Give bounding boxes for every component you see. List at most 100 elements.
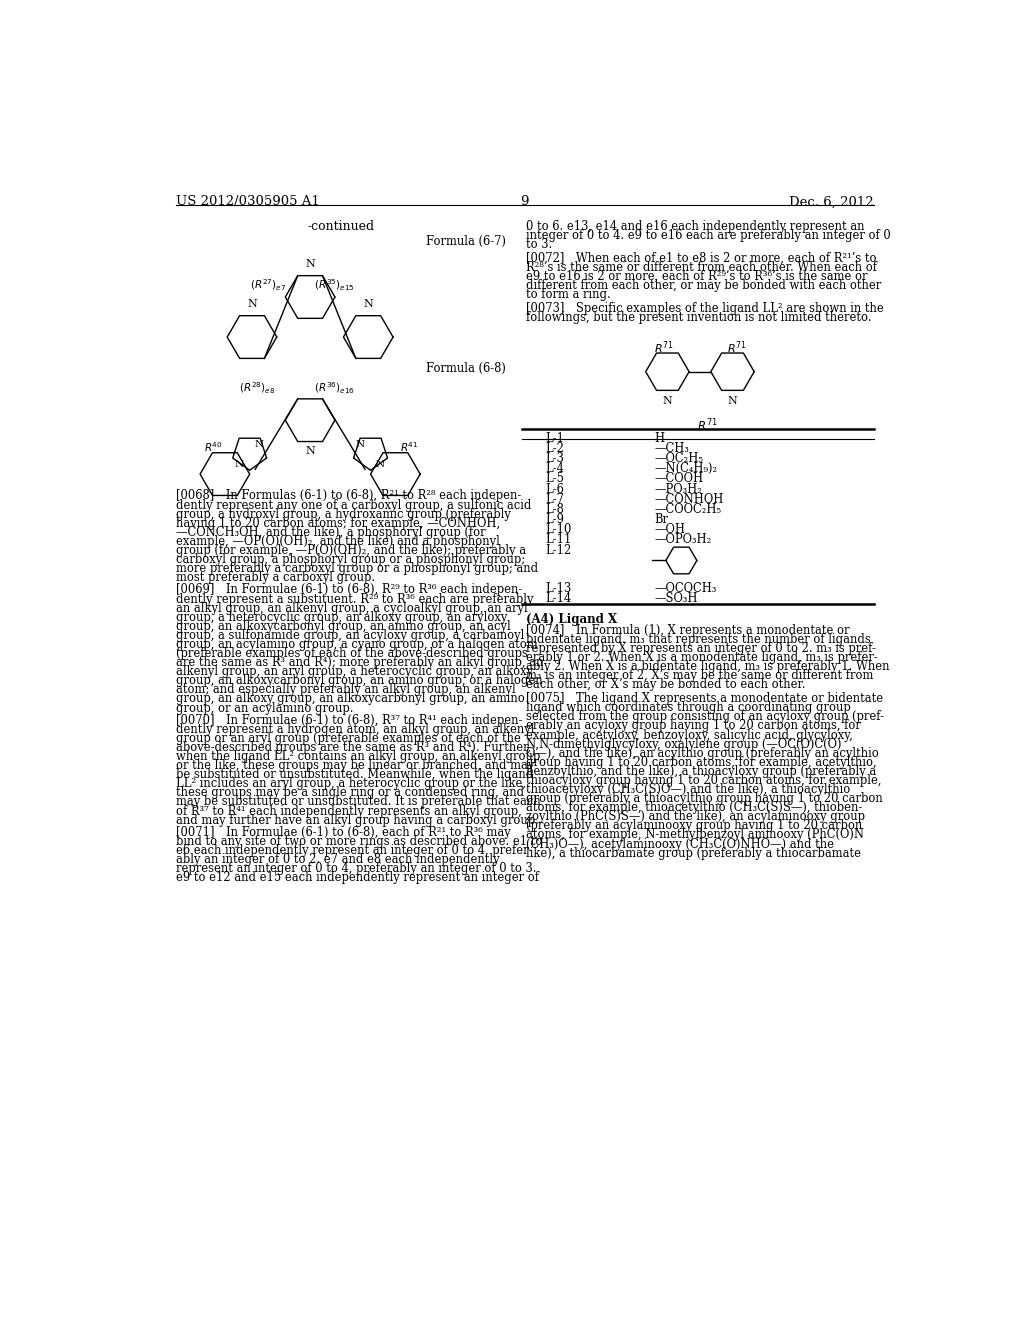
Text: like), a thiocarbamate group (preferably a thiocarbamate: like), a thiocarbamate group (preferably… bbox=[526, 846, 861, 859]
Text: $R^{71}$: $R^{71}$ bbox=[653, 339, 674, 356]
Text: group, an alkoxycarbonyl group, an amino group, an acyl: group, an alkoxycarbonyl group, an amino… bbox=[176, 620, 511, 632]
Text: L-1: L-1 bbox=[546, 432, 564, 445]
Text: L-2: L-2 bbox=[546, 442, 564, 455]
Text: may be substituted or unsubstituted. It is preferable that each: may be substituted or unsubstituted. It … bbox=[176, 796, 541, 808]
Text: L-14: L-14 bbox=[546, 593, 572, 605]
Text: N: N bbox=[375, 459, 384, 469]
Text: be substituted or unsubstituted. Meanwhile, when the ligand: be substituted or unsubstituted. Meanwhi… bbox=[176, 768, 534, 781]
Text: dently represent a substituent. R²⁹ to R³⁶ each are preferably: dently represent a substituent. R²⁹ to R… bbox=[176, 593, 534, 606]
Text: -continued: -continued bbox=[307, 220, 375, 234]
Text: —COOH: —COOH bbox=[654, 473, 703, 486]
Text: N: N bbox=[234, 459, 244, 469]
Text: to form a ring.: to form a ring. bbox=[526, 288, 611, 301]
Text: ably 2. When X is a bidentate ligand, m₃ is preferably 1. When: ably 2. When X is a bidentate ligand, m₃… bbox=[526, 660, 890, 673]
Text: —PO₃H₂: —PO₃H₂ bbox=[654, 483, 702, 495]
Text: group having 1 to 20 carbon atoms, for example, acetylthio,: group having 1 to 20 carbon atoms, for e… bbox=[526, 756, 877, 768]
Text: L-8: L-8 bbox=[546, 503, 564, 516]
Text: $(R^{28})_{e8}$: $(R^{28})_{e8}$ bbox=[239, 380, 275, 396]
Text: group, or an acylamino group.: group, or an acylamino group. bbox=[176, 701, 353, 714]
Text: of R³⁷ to R⁴¹ each independently represents an alkyl group,: of R³⁷ to R⁴¹ each independently represe… bbox=[176, 805, 522, 817]
Text: represented by X represents an integer of 0 to 2. m₃ is pref-: represented by X represents an integer o… bbox=[526, 642, 877, 655]
Text: —OC₂H₅: —OC₂H₅ bbox=[654, 451, 703, 465]
Text: zoylthio (PhC(S)S—) and the like), an acylaminooxy group: zoylthio (PhC(S)S—) and the like), an ac… bbox=[526, 810, 865, 824]
Text: ably an integer of 0 to 2. e7 and e8 each independently: ably an integer of 0 to 2. e7 and e8 eac… bbox=[176, 853, 500, 866]
Text: L-5: L-5 bbox=[546, 473, 564, 486]
Text: above-described groups are the same as R³ and R⁴). Further,: above-described groups are the same as R… bbox=[176, 741, 531, 754]
Text: or the like, these groups may be linear or branched, and may: or the like, these groups may be linear … bbox=[176, 759, 535, 772]
Text: erably 1 or 2. When X is a monodentate ligand, m₃ is prefer-: erably 1 or 2. When X is a monodentate l… bbox=[526, 651, 879, 664]
Text: —N(C₄H₉)₂: —N(C₄H₉)₂ bbox=[654, 462, 718, 475]
Text: group, a hydroxyl group, a hydroxamic group (preferably: group, a hydroxyl group, a hydroxamic gr… bbox=[176, 508, 511, 520]
Text: $(R^{36})_{e16}$: $(R^{36})_{e16}$ bbox=[314, 380, 355, 396]
Text: —CONCH₃OH, and the like), a phosphoryl group (for: —CONCH₃OH, and the like), a phosphoryl g… bbox=[176, 525, 485, 539]
Text: an alkyl group, an alkenyl group, a cycloalkyl group, an aryl: an alkyl group, an alkenyl group, a cycl… bbox=[176, 602, 527, 615]
Text: N: N bbox=[305, 259, 315, 269]
Text: N: N bbox=[364, 300, 373, 309]
Text: L-9: L-9 bbox=[546, 513, 564, 527]
Text: group (preferably a thioacylthio group having 1 to 20 carbon: group (preferably a thioacylthio group h… bbox=[526, 792, 883, 805]
Text: L-6: L-6 bbox=[546, 483, 564, 495]
Text: atom; and especially preferably an alkyl group, an alkenyl: atom; and especially preferably an alkyl… bbox=[176, 684, 516, 697]
Text: R²⁸’s is the same or different from each other. When each of: R²⁸’s is the same or different from each… bbox=[526, 261, 878, 275]
Text: N: N bbox=[254, 441, 263, 449]
Text: (CH₃)O—), acetylaminooxy (CH₃C(O)NHO—) and the: (CH₃)O—), acetylaminooxy (CH₃C(O)NHO—) a… bbox=[526, 837, 835, 850]
Text: —CH₃: —CH₃ bbox=[654, 442, 689, 455]
Text: group (for example, —P(O)(OH)₂, and the like); preferably a: group (for example, —P(O)(OH)₂, and the … bbox=[176, 544, 526, 557]
Text: 9: 9 bbox=[520, 195, 529, 209]
Text: alkenyl group, an aryl group, a heterocyclic group, an alkoxy: alkenyl group, an aryl group, a heterocy… bbox=[176, 665, 534, 678]
Text: Formula (6-7): Formula (6-7) bbox=[426, 235, 506, 248]
Text: O—), and the like), an acylthio group (preferably an acylthio: O—), and the like), an acylthio group (p… bbox=[526, 747, 879, 760]
Text: Dec. 6, 2012: Dec. 6, 2012 bbox=[788, 195, 873, 209]
Text: erably an acyloxy group having 1 to 20 carbon atoms, for: erably an acyloxy group having 1 to 20 c… bbox=[526, 719, 861, 733]
Text: dently represent any one of a carboxyl group, a sulfonic acid: dently represent any one of a carboxyl g… bbox=[176, 499, 531, 512]
Text: [0069] In Formulae (6-1) to (6-8), R²⁹ to R³⁶ each indepen-: [0069] In Formulae (6-1) to (6-8), R²⁹ t… bbox=[176, 583, 522, 597]
Text: benzoylthio, and the like), a thioacyloxy group (preferably a: benzoylthio, and the like), a thioacylox… bbox=[526, 764, 877, 777]
Text: [0071] In Formulae (6-1) to (6-8), each of R²¹ to R³⁶ may: [0071] In Formulae (6-1) to (6-8), each … bbox=[176, 826, 511, 838]
Text: —OPO₃H₂: —OPO₃H₂ bbox=[654, 533, 712, 546]
Text: ligand which coordinates through a coordinating group: ligand which coordinates through a coord… bbox=[526, 701, 851, 714]
Text: e9 to e12 and e15 each independently represent an integer of: e9 to e12 and e15 each independently rep… bbox=[176, 871, 539, 884]
Text: $R^{71}$: $R^{71}$ bbox=[727, 339, 746, 356]
Text: —OH: —OH bbox=[654, 523, 685, 536]
Text: 0 to 6. e13, e14 and e16 each independently represent an: 0 to 6. e13, e14 and e16 each independen… bbox=[526, 220, 865, 234]
Text: atoms, for example, N-methylbenzoyl aminooxy (PhC(O)N: atoms, for example, N-methylbenzoyl amin… bbox=[526, 829, 864, 841]
Text: $(R^{35})_{e15}$: $(R^{35})_{e15}$ bbox=[314, 277, 354, 293]
Text: thioacyloxy group having 1 to 20 carbon atoms, for example,: thioacyloxy group having 1 to 20 carbon … bbox=[526, 774, 882, 787]
Text: N: N bbox=[247, 300, 257, 309]
Text: $R^{40}$: $R^{40}$ bbox=[204, 441, 222, 454]
Text: L-11: L-11 bbox=[546, 533, 572, 546]
Text: $(R^{27})_{e7}$: $(R^{27})_{e7}$ bbox=[251, 277, 287, 293]
Text: Br: Br bbox=[654, 513, 669, 527]
Text: N: N bbox=[355, 441, 365, 449]
Text: [0072] When each of e1 to e8 is 2 or more, each of R²¹’s to: [0072] When each of e1 to e8 is 2 or mor… bbox=[526, 252, 877, 265]
Text: L-3: L-3 bbox=[546, 451, 564, 465]
Text: atoms, for example, thioacetylthio (CH₃C(S)S—), thioben-: atoms, for example, thioacetylthio (CH₃C… bbox=[526, 801, 862, 814]
Text: US 2012/0305905 A1: US 2012/0305905 A1 bbox=[176, 195, 319, 209]
Text: L-7: L-7 bbox=[546, 492, 564, 506]
Text: having 1 to 20 carbon atoms; for example, —CONHOH,: having 1 to 20 carbon atoms; for example… bbox=[176, 516, 500, 529]
Text: selected from the group consisting of an acyloxy group (pref-: selected from the group consisting of an… bbox=[526, 710, 885, 723]
Text: N,N-dimethylglycyloxy, oxalylene group (—OC(O)C(O): N,N-dimethylglycyloxy, oxalylene group (… bbox=[526, 738, 842, 751]
Text: N: N bbox=[663, 396, 673, 405]
Text: L-10: L-10 bbox=[546, 523, 572, 536]
Text: N: N bbox=[305, 446, 315, 457]
Text: group, a sulfonamide group, an acyloxy group, a carbamoyl: group, a sulfonamide group, an acyloxy g… bbox=[176, 628, 524, 642]
Text: —COOC₂H₅: —COOC₂H₅ bbox=[654, 503, 721, 516]
Text: L-4: L-4 bbox=[546, 462, 564, 475]
Text: example, acetyloxy, benzoyloxy, salicylic acid, glycyloxy,: example, acetyloxy, benzoyloxy, salicyli… bbox=[526, 729, 853, 742]
Text: (A4) Ligand X: (A4) Ligand X bbox=[526, 614, 617, 626]
Text: N: N bbox=[728, 396, 737, 405]
Text: Formula (6-8): Formula (6-8) bbox=[426, 363, 506, 375]
Text: e6 each independently represent an integer of 0 to 4, prefer-: e6 each independently represent an integ… bbox=[176, 843, 532, 857]
Text: group, an acylamino group, a cyano group, or a halogen atom: group, an acylamino group, a cyano group… bbox=[176, 638, 538, 651]
Text: each other, or X’s may be bonded to each other.: each other, or X’s may be bonded to each… bbox=[526, 678, 806, 692]
Text: when the ligand LL² contains an alkyl group, an alkenyl group: when the ligand LL² contains an alkyl gr… bbox=[176, 750, 541, 763]
Text: group or an aryl group (preferable examples of each of the: group or an aryl group (preferable examp… bbox=[176, 731, 521, 744]
Text: these groups may be a single ring or a condensed ring, and: these groups may be a single ring or a c… bbox=[176, 787, 524, 800]
Text: —CONHOH: —CONHOH bbox=[654, 492, 724, 506]
Text: $R^{41}$: $R^{41}$ bbox=[400, 441, 419, 454]
Text: H: H bbox=[654, 432, 665, 445]
Text: e9 to e16 is 2 or more, each of R²⁹’s to R³⁶’s is the same or: e9 to e16 is 2 or more, each of R²⁹’s to… bbox=[526, 271, 868, 282]
Text: [0074] In Formula (1), X represents a monodentate or: [0074] In Formula (1), X represents a mo… bbox=[526, 624, 850, 638]
Text: and may further have an alkyl group having a carboxyl group.: and may further have an alkyl group havi… bbox=[176, 813, 539, 826]
